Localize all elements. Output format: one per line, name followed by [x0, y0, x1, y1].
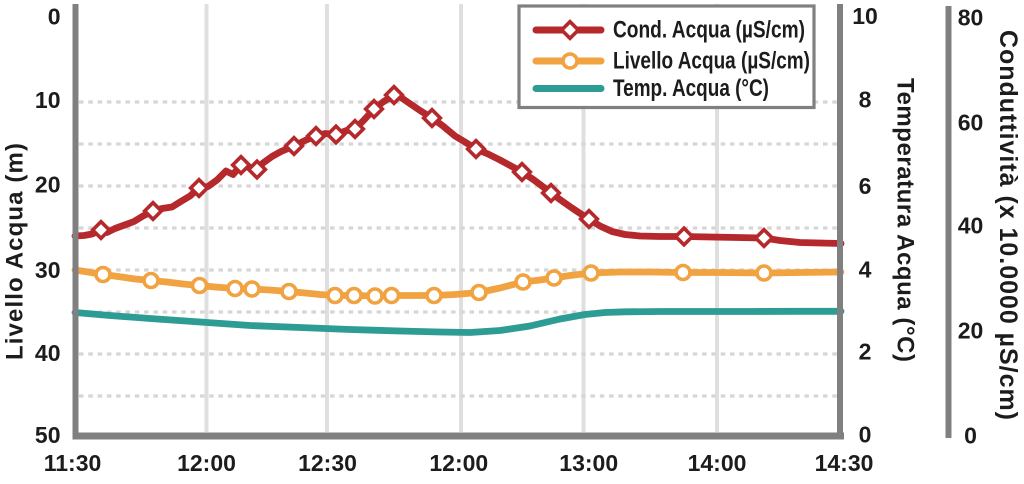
- svg-text:10: 10: [35, 87, 61, 113]
- svg-text:12:30: 12:30: [298, 450, 357, 476]
- svg-text:Livello Acqua (m): Livello Acqua (m): [2, 143, 29, 360]
- svg-text:40: 40: [35, 340, 61, 366]
- svg-text:0: 0: [964, 423, 977, 449]
- svg-text:12:00: 12:00: [429, 450, 488, 476]
- svg-text:4: 4: [859, 257, 872, 283]
- svg-text:14:30: 14:30: [815, 450, 874, 476]
- svg-text:Cond. Acqua (µS/cm): Cond. Acqua (µS/cm): [613, 17, 805, 44]
- svg-text:40: 40: [958, 213, 984, 239]
- svg-text:0: 0: [48, 3, 61, 29]
- svg-text:30: 30: [35, 257, 61, 283]
- svg-text:0: 0: [859, 422, 872, 448]
- svg-text:13:00: 13:00: [559, 450, 618, 476]
- svg-text:2: 2: [859, 339, 872, 365]
- svg-text:6: 6: [859, 173, 872, 199]
- svg-text:50: 50: [35, 422, 61, 448]
- svg-text:Livello Acqua (µS/cm): Livello Acqua (µS/cm): [613, 48, 810, 75]
- svg-text:Conduttività (x 10.0000 µS/cm): Conduttività (x 10.0000 µS/cm): [994, 30, 1022, 420]
- svg-text:20: 20: [958, 318, 984, 344]
- svg-text:20: 20: [35, 172, 61, 198]
- svg-text:8: 8: [859, 87, 872, 113]
- svg-text:14:00: 14:00: [688, 450, 747, 476]
- svg-text:80: 80: [958, 5, 984, 31]
- svg-text:12:00: 12:00: [177, 450, 236, 476]
- svg-text:10: 10: [852, 3, 878, 29]
- svg-text:Temp. Acqua (°C): Temp. Acqua (°C): [613, 75, 769, 102]
- svg-text:Temperatura Acqua (°C): Temperatura Acqua (°C): [892, 78, 919, 362]
- svg-text:11:30: 11:30: [44, 450, 102, 476]
- svg-text:60: 60: [958, 110, 984, 136]
